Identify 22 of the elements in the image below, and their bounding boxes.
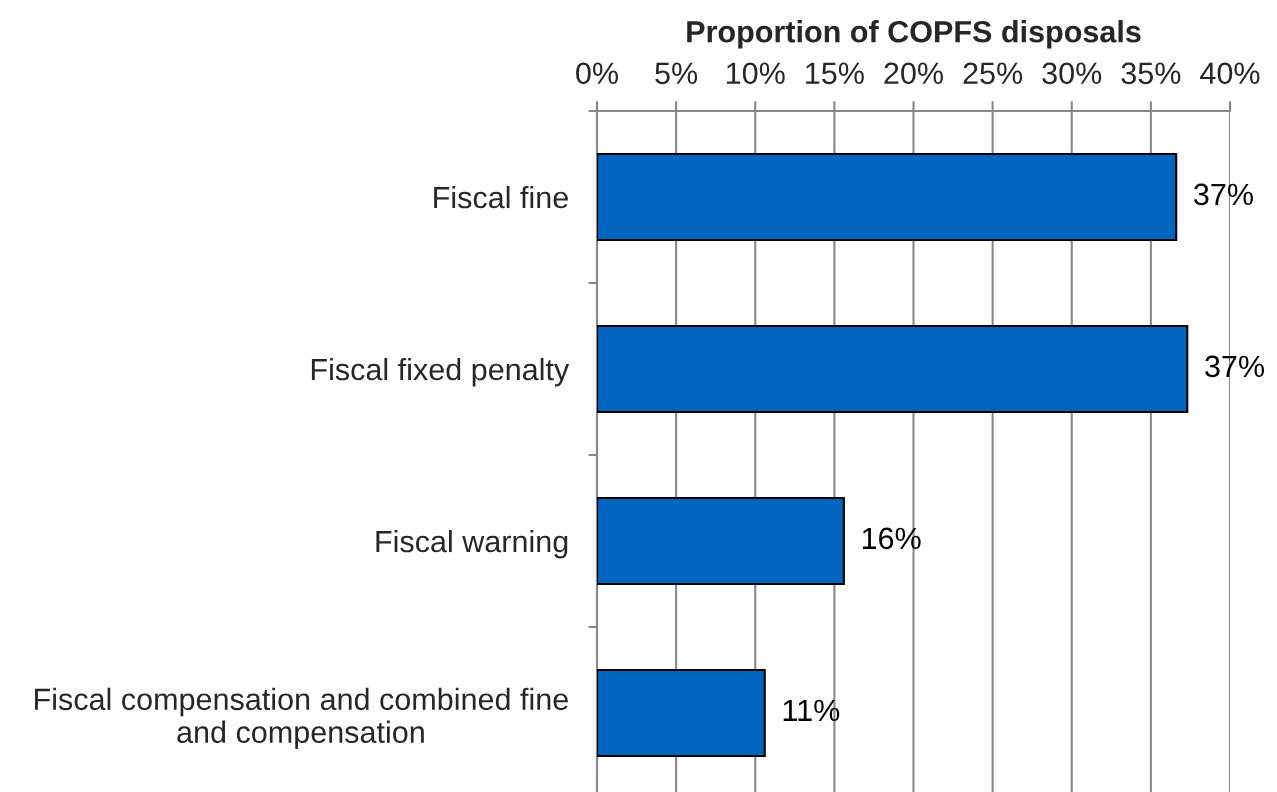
y-tick-label: Fiscal fixed penalty — [311, 357, 570, 387]
data-label: 16% — [862, 527, 921, 550]
y-tick-label: Fiscal compensation and combined fine and compensation — [35, 687, 568, 750]
bar — [597, 668, 766, 758]
y-tick-label: Fiscal warning — [376, 529, 568, 559]
x-tick-label: 10% — [727, 62, 785, 85]
x-tick-label: 0% — [576, 62, 618, 85]
x-tick-label: 15% — [806, 62, 864, 85]
data-label: 11% — [783, 699, 840, 722]
x-tick-label: 25% — [963, 62, 1023, 85]
y-tick-label: Fiscal fine — [434, 185, 568, 209]
x-tick-label: 20% — [884, 62, 943, 85]
x-tick-label: 35% — [1121, 62, 1181, 85]
x-tick-label: 30% — [1042, 62, 1102, 85]
bar — [597, 152, 1178, 242]
data-label: 37% — [1205, 355, 1265, 378]
bar — [597, 496, 845, 586]
x-tick-label: 5% — [655, 62, 698, 85]
x-tick-label: 40% — [1200, 62, 1260, 85]
data-label: 37% — [1194, 183, 1253, 206]
x-axis-title: Proportion of COPFS disposals — [687, 20, 1141, 49]
bar — [597, 324, 1189, 414]
